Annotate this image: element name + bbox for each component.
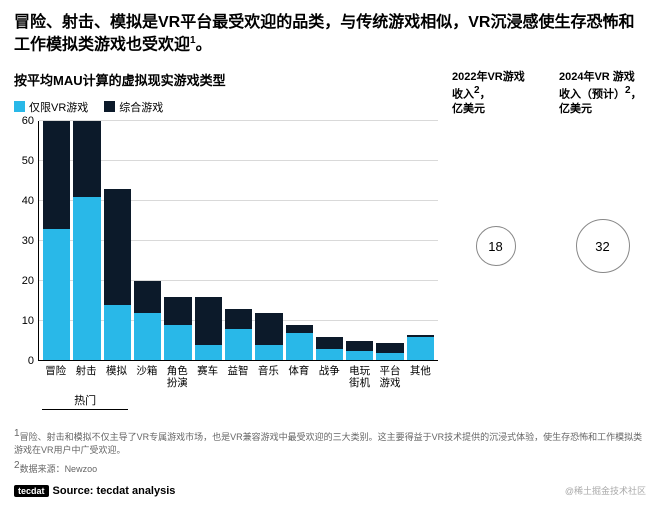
x-label: 角色扮演 bbox=[164, 365, 191, 389]
x-label: 赛车 bbox=[194, 365, 221, 389]
x-label: 战争 bbox=[316, 365, 343, 389]
x-label: 沙箱 bbox=[133, 365, 160, 389]
revenue-2022: 2022年VR游戏 收入2， 亿美元 18 bbox=[452, 70, 539, 410]
x-label: 音乐 bbox=[255, 365, 282, 389]
x-label: 冒险 bbox=[42, 365, 69, 389]
bar-col bbox=[195, 121, 222, 361]
page-title: 冒险、射击、模拟是VR平台最受欢迎的品类，与传统游戏相似，VR沉浸感使生存恐怖和… bbox=[14, 12, 646, 56]
bar-col bbox=[346, 121, 373, 361]
revenue-2022-value: 18 bbox=[476, 226, 516, 266]
x-label: 体育 bbox=[285, 365, 312, 389]
revenue-2024-value: 32 bbox=[576, 219, 630, 273]
legend-vr-only: 仅限VR游戏 bbox=[14, 99, 88, 115]
credit: @稀土掘金技术社区 bbox=[565, 484, 646, 497]
x-label: 模拟 bbox=[103, 365, 130, 389]
x-label: 射击 bbox=[72, 365, 99, 389]
revenue-2024: 2024年VR 游戏 收入（预计）2， 亿美元 32 bbox=[559, 70, 646, 410]
bar-col bbox=[376, 121, 403, 361]
bar-chart: 0102030405060 bbox=[14, 121, 444, 361]
hot-label: 热门 bbox=[42, 392, 128, 410]
source: tecdatSource: tecdat analysis bbox=[14, 485, 175, 497]
bar-col bbox=[286, 121, 313, 361]
x-label: 电玩街机 bbox=[346, 365, 373, 389]
bar-col bbox=[407, 121, 434, 361]
bar-col bbox=[164, 121, 191, 361]
chart-legend: 仅限VR游戏 综合游戏 bbox=[14, 99, 444, 115]
footnotes: 1冒险、射击和模拟不仅主导了VR专属游戏市场，也是VR兼容游戏中最受欢迎的三大类… bbox=[14, 426, 646, 477]
x-label: 益智 bbox=[224, 365, 251, 389]
x-label: 平台游戏 bbox=[376, 365, 403, 389]
bar-col bbox=[316, 121, 343, 361]
bar-col bbox=[73, 121, 100, 361]
legend-mixed: 综合游戏 bbox=[104, 99, 163, 115]
bar-col bbox=[134, 121, 161, 361]
bar-col bbox=[255, 121, 282, 361]
bar-col bbox=[43, 121, 70, 361]
bar-col bbox=[104, 121, 131, 361]
chart-subtitle: 按平均MAU计算的虚拟现实游戏类型 bbox=[14, 70, 444, 89]
x-label: 其他 bbox=[407, 365, 434, 389]
bar-col bbox=[225, 121, 252, 361]
